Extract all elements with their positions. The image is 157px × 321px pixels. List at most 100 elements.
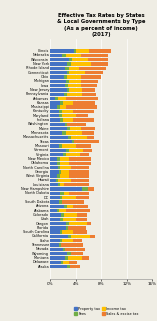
Bar [69,157,91,160]
Bar [60,230,62,234]
Bar [60,192,64,195]
Bar [68,127,70,130]
Bar [65,123,67,126]
Bar [59,243,61,247]
Bar [57,161,60,165]
Bar [58,97,66,100]
Bar [50,153,63,156]
Bar [50,157,57,160]
Bar [50,166,58,169]
Bar [50,179,56,182]
Bar [64,75,68,79]
Bar [71,179,89,182]
Bar [50,218,60,221]
Bar [69,149,83,152]
Legend: Property tax, Fees, Income tax, Sales & excise tax: Property tax, Fees, Income tax, Sales & … [73,306,140,317]
Bar [62,196,76,199]
Bar [60,166,71,169]
Bar [59,110,62,113]
Bar [67,265,70,268]
Bar [50,49,74,53]
Bar [71,136,87,139]
Bar [57,174,60,178]
Bar [67,204,73,208]
Bar [79,67,106,70]
Bar [87,222,91,225]
Bar [76,196,89,199]
Bar [73,101,95,105]
Bar [82,88,95,91]
Bar [62,144,76,148]
Bar [61,170,69,174]
Bar [50,88,67,91]
Bar [63,101,73,105]
Bar [90,235,95,238]
Bar [66,209,90,212]
Bar [50,58,69,61]
Bar [69,88,82,91]
Bar [82,187,88,191]
Bar [63,118,73,122]
Bar [71,252,83,256]
Bar [60,157,69,160]
Bar [63,261,69,264]
Bar [58,166,60,169]
Bar [81,80,98,83]
Bar [66,153,80,156]
Bar [50,67,65,70]
Bar [68,235,71,238]
Bar [67,92,82,96]
Bar [62,114,76,117]
Bar [69,261,77,264]
Bar [66,106,97,109]
Bar [68,252,71,256]
Bar [60,196,62,199]
Bar [68,256,82,260]
Bar [69,174,89,178]
Bar [60,239,62,242]
Bar [62,239,73,242]
Bar [71,166,89,169]
Bar [69,161,91,165]
Bar [50,80,66,83]
Bar [65,84,68,87]
Bar [59,170,61,174]
Bar [61,243,83,247]
Bar [73,230,87,234]
Bar [67,88,69,91]
Title: Effective Tax Rates by States
& Local Governments by Type
(As a percent of incom: Effective Tax Rates by States & Local Go… [57,13,146,37]
Bar [50,261,61,264]
Bar [66,97,98,100]
Bar [73,118,94,122]
Bar [81,127,95,130]
Bar [58,179,71,182]
Bar [62,230,73,234]
Bar [56,179,58,182]
Bar [71,235,90,238]
Bar [76,114,88,117]
Bar [87,136,94,139]
Bar [50,226,66,230]
Bar [55,97,58,100]
Bar [62,110,73,113]
Bar [73,110,94,113]
Bar [69,192,89,195]
Bar [50,118,60,122]
Bar [69,170,89,174]
Bar [50,106,57,109]
Bar [67,123,86,126]
Bar [76,49,89,53]
Bar [50,140,72,143]
Bar [50,75,64,79]
Bar [58,183,60,187]
Bar [82,256,89,260]
Bar [66,131,82,135]
Bar [60,106,66,109]
Bar [70,127,81,130]
Bar [65,256,68,260]
Bar [50,144,59,148]
Bar [69,222,87,225]
Bar [50,248,63,251]
Bar [50,131,62,135]
Bar [76,144,91,148]
